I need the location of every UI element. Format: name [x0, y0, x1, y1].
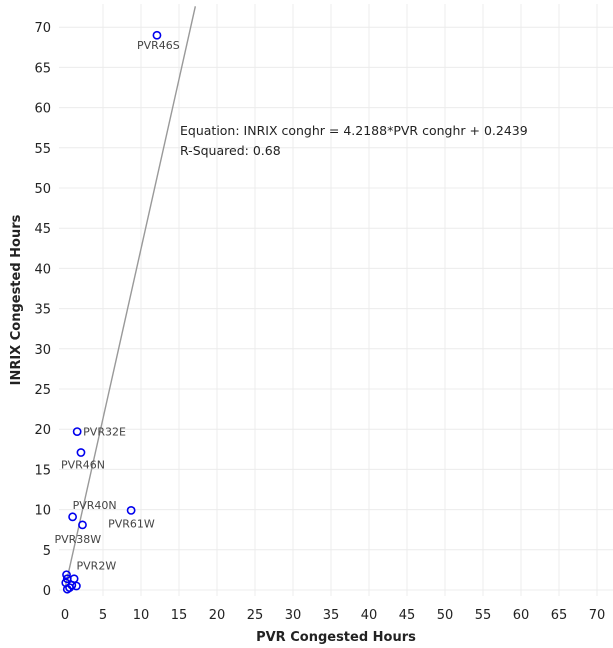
x-tick-label-12: 60	[513, 608, 530, 623]
y-tick-label-12: 60	[34, 102, 51, 117]
data-point-2	[76, 448, 86, 457]
x-tick-label-8: 40	[361, 608, 378, 623]
x-tick-label-6: 30	[285, 608, 302, 623]
x-axis-title: PVR Congested Hours	[256, 630, 416, 645]
y-tick-label-6: 30	[34, 343, 51, 358]
point-label-pvr46n: PVR46N	[61, 459, 105, 472]
point-labels: PVR46S PVR32E PVR46N PVR61W PVR40N PVR38W PVR2…	[54, 39, 179, 572]
data-point-0	[152, 30, 162, 40]
point-label-pvr40n: PVR40N	[73, 499, 117, 512]
y-axis-title: INRIX Congested Hours	[9, 214, 24, 385]
y-tick-label-8: 40	[34, 262, 51, 277]
x-tick-label-3: 15	[171, 608, 188, 623]
grid	[59, 4, 613, 596]
x-tick-label-9: 45	[399, 608, 416, 623]
data-point-3	[126, 506, 136, 515]
x-tick-label-2: 10	[133, 608, 150, 623]
x-tick-label-13: 65	[551, 608, 568, 623]
y-tick-label-5: 25	[34, 383, 51, 398]
trendline	[64, 6, 197, 589]
x-tick-label-1: 5	[99, 608, 107, 623]
x-axis-ticks: 0 5 10 15 20 25 30 35 40 45 50 55 60 65 70	[61, 608, 605, 623]
y-tick-label-11: 55	[34, 142, 51, 157]
x-tick-label-10: 50	[437, 608, 454, 623]
y-tick-label-3: 15	[34, 463, 51, 478]
y-tick-label-2: 10	[34, 504, 51, 519]
x-tick-label-4: 20	[209, 608, 226, 623]
trendline-group	[64, 6, 197, 589]
y-tick-label-4: 20	[34, 423, 51, 438]
point-label-pvr2w: PVR2W	[77, 560, 117, 573]
y-axis-ticks: 0 5 10 15 20 25 30 35 40 45 50 55 60 65 70	[34, 21, 51, 599]
x-tick-label-5: 25	[247, 608, 264, 623]
data-point-13	[67, 580, 77, 590]
data-point-6	[62, 570, 71, 580]
y-tick-label-13: 65	[34, 61, 51, 76]
point-label-pvr46s: PVR46S	[137, 39, 180, 52]
y-tick-label-7: 35	[34, 303, 51, 318]
r-squared: R-Squared: 0.68	[180, 143, 281, 158]
trend-equation: Equation: INRIX conghr = 4.2188*PVR cong…	[180, 123, 528, 138]
point-label-pvr38w: PVR38W	[54, 533, 101, 546]
y-tick-label-10: 50	[34, 182, 51, 197]
y-tick-label-1: 5	[43, 544, 51, 559]
data-point-5	[78, 520, 87, 530]
point-label-pvr61w: PVR61W	[108, 517, 155, 530]
x-tick-label-11: 55	[475, 608, 492, 623]
point-label-pvr32e: PVR32E	[83, 426, 126, 439]
y-tick-label-14: 70	[34, 21, 51, 36]
data-point-4	[68, 512, 77, 522]
y-tick-label-9: 45	[34, 222, 51, 237]
x-tick-label-0: 0	[61, 608, 69, 623]
data-point-1	[72, 427, 82, 437]
x-tick-label-7: 35	[323, 608, 340, 623]
data-points	[61, 30, 162, 594]
y-tick-label-0: 0	[43, 584, 51, 599]
x-tick-label-14: 70	[589, 608, 606, 623]
